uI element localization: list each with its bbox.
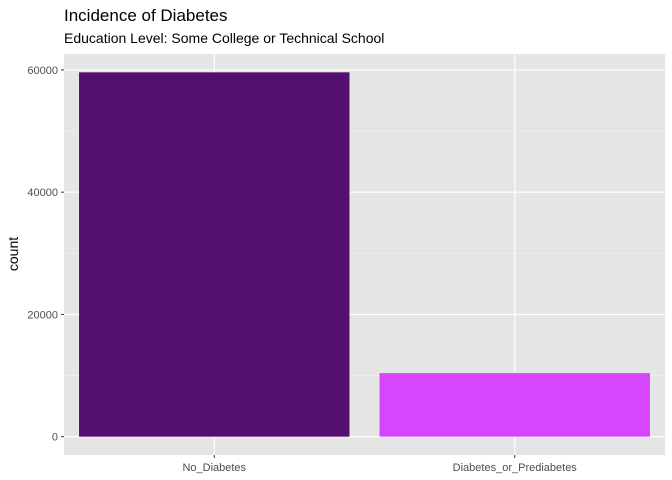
x-axis: No_Diabetes Diabetes_or_Prediabetes <box>182 455 577 474</box>
bars <box>79 72 650 437</box>
y-tick-label: 0 <box>52 432 58 444</box>
y-axis: 0 20000 40000 60000 <box>27 65 64 444</box>
x-tick-label: No_Diabetes <box>182 462 246 474</box>
y-axis-title: count <box>5 237 21 271</box>
chart-subtitle: Education Level: Some College or Technic… <box>64 30 384 46</box>
chart-title: Incidence of Diabetes <box>64 6 228 25</box>
y-tick-label: 20000 <box>27 309 58 321</box>
x-tick-label: Diabetes_or_Prediabetes <box>453 462 578 474</box>
y-tick-label: 60000 <box>27 65 58 77</box>
bar-diabetes-or-prediabetes <box>379 373 650 437</box>
y-tick-label: 40000 <box>27 187 58 199</box>
bar-no-diabetes <box>79 72 350 437</box>
